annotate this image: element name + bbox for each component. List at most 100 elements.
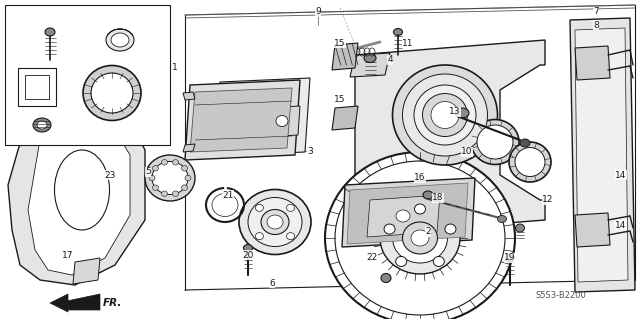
Ellipse shape (364, 54, 376, 63)
Ellipse shape (335, 161, 505, 315)
Ellipse shape (161, 160, 168, 165)
Ellipse shape (276, 115, 288, 127)
Ellipse shape (111, 33, 129, 47)
Polygon shape (332, 43, 358, 70)
Text: 7: 7 (593, 8, 599, 17)
Ellipse shape (255, 233, 264, 240)
Ellipse shape (267, 215, 283, 229)
Polygon shape (183, 92, 195, 100)
Text: 23: 23 (104, 170, 116, 180)
Text: 3: 3 (307, 147, 313, 157)
Text: FR.: FR. (103, 298, 122, 308)
Ellipse shape (173, 160, 179, 165)
Ellipse shape (515, 147, 545, 176)
Ellipse shape (161, 191, 168, 197)
Text: 14: 14 (615, 170, 627, 180)
Polygon shape (575, 46, 610, 80)
Ellipse shape (403, 222, 438, 254)
Ellipse shape (392, 213, 447, 263)
Text: 13: 13 (449, 108, 461, 116)
Polygon shape (570, 18, 635, 292)
Ellipse shape (423, 191, 433, 199)
Ellipse shape (415, 204, 426, 214)
Text: 9: 9 (315, 8, 321, 17)
Ellipse shape (384, 224, 395, 234)
Ellipse shape (380, 202, 460, 274)
Ellipse shape (392, 65, 497, 165)
Polygon shape (8, 108, 145, 285)
Text: 11: 11 (403, 39, 413, 48)
Polygon shape (575, 213, 610, 247)
Ellipse shape (477, 125, 513, 159)
Polygon shape (50, 294, 68, 312)
Ellipse shape (445, 224, 456, 234)
Text: 1: 1 (172, 63, 178, 72)
Ellipse shape (287, 233, 294, 240)
Text: 6: 6 (269, 278, 275, 287)
Ellipse shape (394, 28, 403, 35)
Ellipse shape (54, 150, 109, 230)
Polygon shape (73, 258, 100, 284)
Ellipse shape (185, 175, 191, 181)
Text: 16: 16 (414, 174, 426, 182)
Text: 17: 17 (62, 250, 74, 259)
Ellipse shape (255, 204, 264, 211)
Ellipse shape (152, 161, 188, 195)
Ellipse shape (422, 93, 467, 137)
Ellipse shape (261, 210, 289, 234)
Ellipse shape (396, 256, 406, 266)
Ellipse shape (173, 191, 179, 197)
Polygon shape (350, 213, 390, 235)
Ellipse shape (403, 74, 488, 156)
Ellipse shape (248, 197, 302, 247)
Polygon shape (190, 88, 292, 152)
Ellipse shape (497, 216, 506, 222)
Bar (25, 75, 49, 99)
Ellipse shape (509, 142, 551, 182)
Text: 15: 15 (334, 95, 346, 105)
Text: 22: 22 (366, 254, 378, 263)
Bar (5, 5, 170, 145)
Text: 18: 18 (432, 194, 444, 203)
Polygon shape (575, 28, 628, 282)
Ellipse shape (411, 230, 429, 246)
Text: 2: 2 (425, 227, 431, 236)
Ellipse shape (152, 185, 159, 190)
Text: S5S3-B2200: S5S3-B2200 (535, 291, 586, 300)
Polygon shape (332, 106, 358, 130)
Polygon shape (263, 106, 300, 137)
Ellipse shape (145, 155, 195, 201)
Ellipse shape (243, 244, 253, 251)
Ellipse shape (345, 46, 355, 54)
Ellipse shape (287, 204, 294, 211)
Polygon shape (185, 80, 300, 160)
Ellipse shape (396, 210, 410, 222)
Ellipse shape (182, 185, 188, 190)
Ellipse shape (91, 73, 133, 113)
Ellipse shape (45, 28, 55, 36)
Ellipse shape (471, 120, 519, 165)
Ellipse shape (212, 194, 238, 217)
Ellipse shape (325, 152, 515, 319)
Ellipse shape (239, 189, 311, 255)
Ellipse shape (83, 65, 141, 121)
Ellipse shape (149, 175, 155, 181)
Text: 5: 5 (145, 167, 151, 176)
Bar (18, 68, 56, 106)
Ellipse shape (520, 139, 530, 147)
Text: 20: 20 (243, 250, 253, 259)
Polygon shape (28, 118, 130, 275)
Polygon shape (367, 195, 440, 237)
Ellipse shape (182, 166, 188, 171)
Text: 8: 8 (593, 20, 599, 29)
Ellipse shape (414, 85, 476, 145)
Text: 4: 4 (387, 56, 393, 64)
Text: 12: 12 (542, 196, 554, 204)
Polygon shape (215, 78, 310, 156)
Ellipse shape (33, 118, 51, 132)
Polygon shape (350, 53, 390, 77)
Polygon shape (347, 183, 468, 244)
Polygon shape (342, 178, 475, 247)
Text: 10: 10 (461, 147, 473, 157)
Polygon shape (183, 144, 195, 152)
